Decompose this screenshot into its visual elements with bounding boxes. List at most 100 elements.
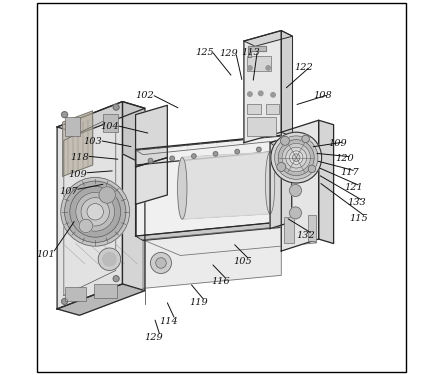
Polygon shape [244, 31, 281, 142]
Bar [94, 284, 117, 298]
Text: 129: 129 [144, 333, 163, 342]
Polygon shape [270, 136, 292, 229]
Text: 109: 109 [68, 170, 87, 179]
Text: 109: 109 [329, 139, 347, 148]
Circle shape [266, 66, 270, 70]
Polygon shape [143, 227, 317, 255]
Circle shape [248, 92, 252, 96]
Circle shape [192, 154, 196, 158]
Polygon shape [57, 102, 145, 134]
Circle shape [62, 298, 68, 304]
Circle shape [289, 207, 301, 219]
Polygon shape [136, 135, 289, 154]
Text: 116: 116 [211, 277, 230, 286]
Text: 115: 115 [350, 214, 369, 223]
Text: 105: 105 [234, 257, 253, 266]
Bar [266, 104, 279, 114]
Ellipse shape [178, 158, 187, 219]
Polygon shape [123, 154, 145, 291]
Text: 120: 120 [335, 154, 354, 163]
Circle shape [76, 192, 115, 231]
Bar [103, 114, 118, 132]
Circle shape [113, 276, 119, 282]
Circle shape [235, 149, 239, 154]
Polygon shape [136, 136, 281, 165]
Polygon shape [270, 136, 298, 147]
Polygon shape [281, 120, 319, 251]
Circle shape [292, 154, 300, 161]
Polygon shape [136, 135, 281, 236]
Circle shape [156, 258, 166, 268]
Polygon shape [319, 120, 334, 243]
Polygon shape [136, 158, 167, 204]
Circle shape [282, 143, 311, 172]
Circle shape [148, 158, 153, 163]
Polygon shape [57, 284, 145, 315]
Circle shape [248, 66, 252, 70]
Circle shape [98, 248, 120, 270]
Text: 129: 129 [220, 49, 238, 58]
Circle shape [258, 91, 263, 96]
Circle shape [99, 187, 115, 203]
Polygon shape [182, 152, 270, 219]
Circle shape [65, 181, 126, 242]
Polygon shape [244, 31, 292, 46]
Text: 125: 125 [195, 48, 214, 57]
Text: 107: 107 [59, 187, 78, 196]
Bar [65, 287, 86, 302]
Circle shape [213, 152, 218, 156]
Circle shape [278, 140, 314, 176]
Text: 114: 114 [159, 317, 178, 326]
Circle shape [256, 147, 261, 152]
Text: 103: 103 [83, 137, 102, 146]
Text: 118: 118 [70, 153, 89, 162]
Circle shape [280, 136, 289, 145]
Circle shape [113, 104, 119, 110]
Circle shape [103, 252, 116, 266]
Bar [308, 215, 316, 240]
Circle shape [151, 252, 171, 273]
Polygon shape [63, 111, 93, 176]
Text: 119: 119 [189, 298, 208, 307]
Text: 102: 102 [136, 92, 154, 100]
Circle shape [302, 135, 309, 142]
Circle shape [62, 112, 68, 118]
Bar [247, 56, 271, 71]
Polygon shape [123, 102, 145, 291]
Polygon shape [143, 227, 281, 288]
Circle shape [61, 177, 130, 246]
Text: 121: 121 [344, 183, 363, 192]
Polygon shape [136, 222, 289, 240]
Polygon shape [249, 45, 266, 57]
Text: 104: 104 [100, 123, 119, 132]
Ellipse shape [265, 152, 275, 214]
Bar [247, 104, 261, 114]
Circle shape [81, 198, 109, 226]
Circle shape [308, 165, 316, 172]
Bar [284, 147, 294, 163]
Circle shape [87, 204, 103, 220]
Polygon shape [136, 105, 167, 167]
Circle shape [289, 184, 301, 196]
Circle shape [289, 151, 303, 164]
Bar [284, 217, 294, 243]
Text: 117: 117 [340, 168, 359, 177]
Circle shape [271, 93, 275, 97]
Circle shape [79, 219, 93, 233]
Circle shape [289, 140, 301, 152]
Polygon shape [57, 102, 123, 309]
Text: 132: 132 [296, 231, 315, 240]
Text: 113: 113 [241, 48, 260, 57]
Circle shape [286, 147, 307, 168]
Circle shape [170, 156, 175, 160]
Bar [247, 117, 276, 136]
Circle shape [70, 186, 120, 237]
Text: 133: 133 [347, 198, 366, 207]
Circle shape [277, 162, 286, 171]
Bar [65, 117, 80, 136]
Bar [308, 146, 316, 162]
Text: 108: 108 [313, 92, 332, 100]
Polygon shape [281, 31, 292, 137]
Text: 122: 122 [294, 63, 313, 72]
Circle shape [271, 132, 322, 183]
